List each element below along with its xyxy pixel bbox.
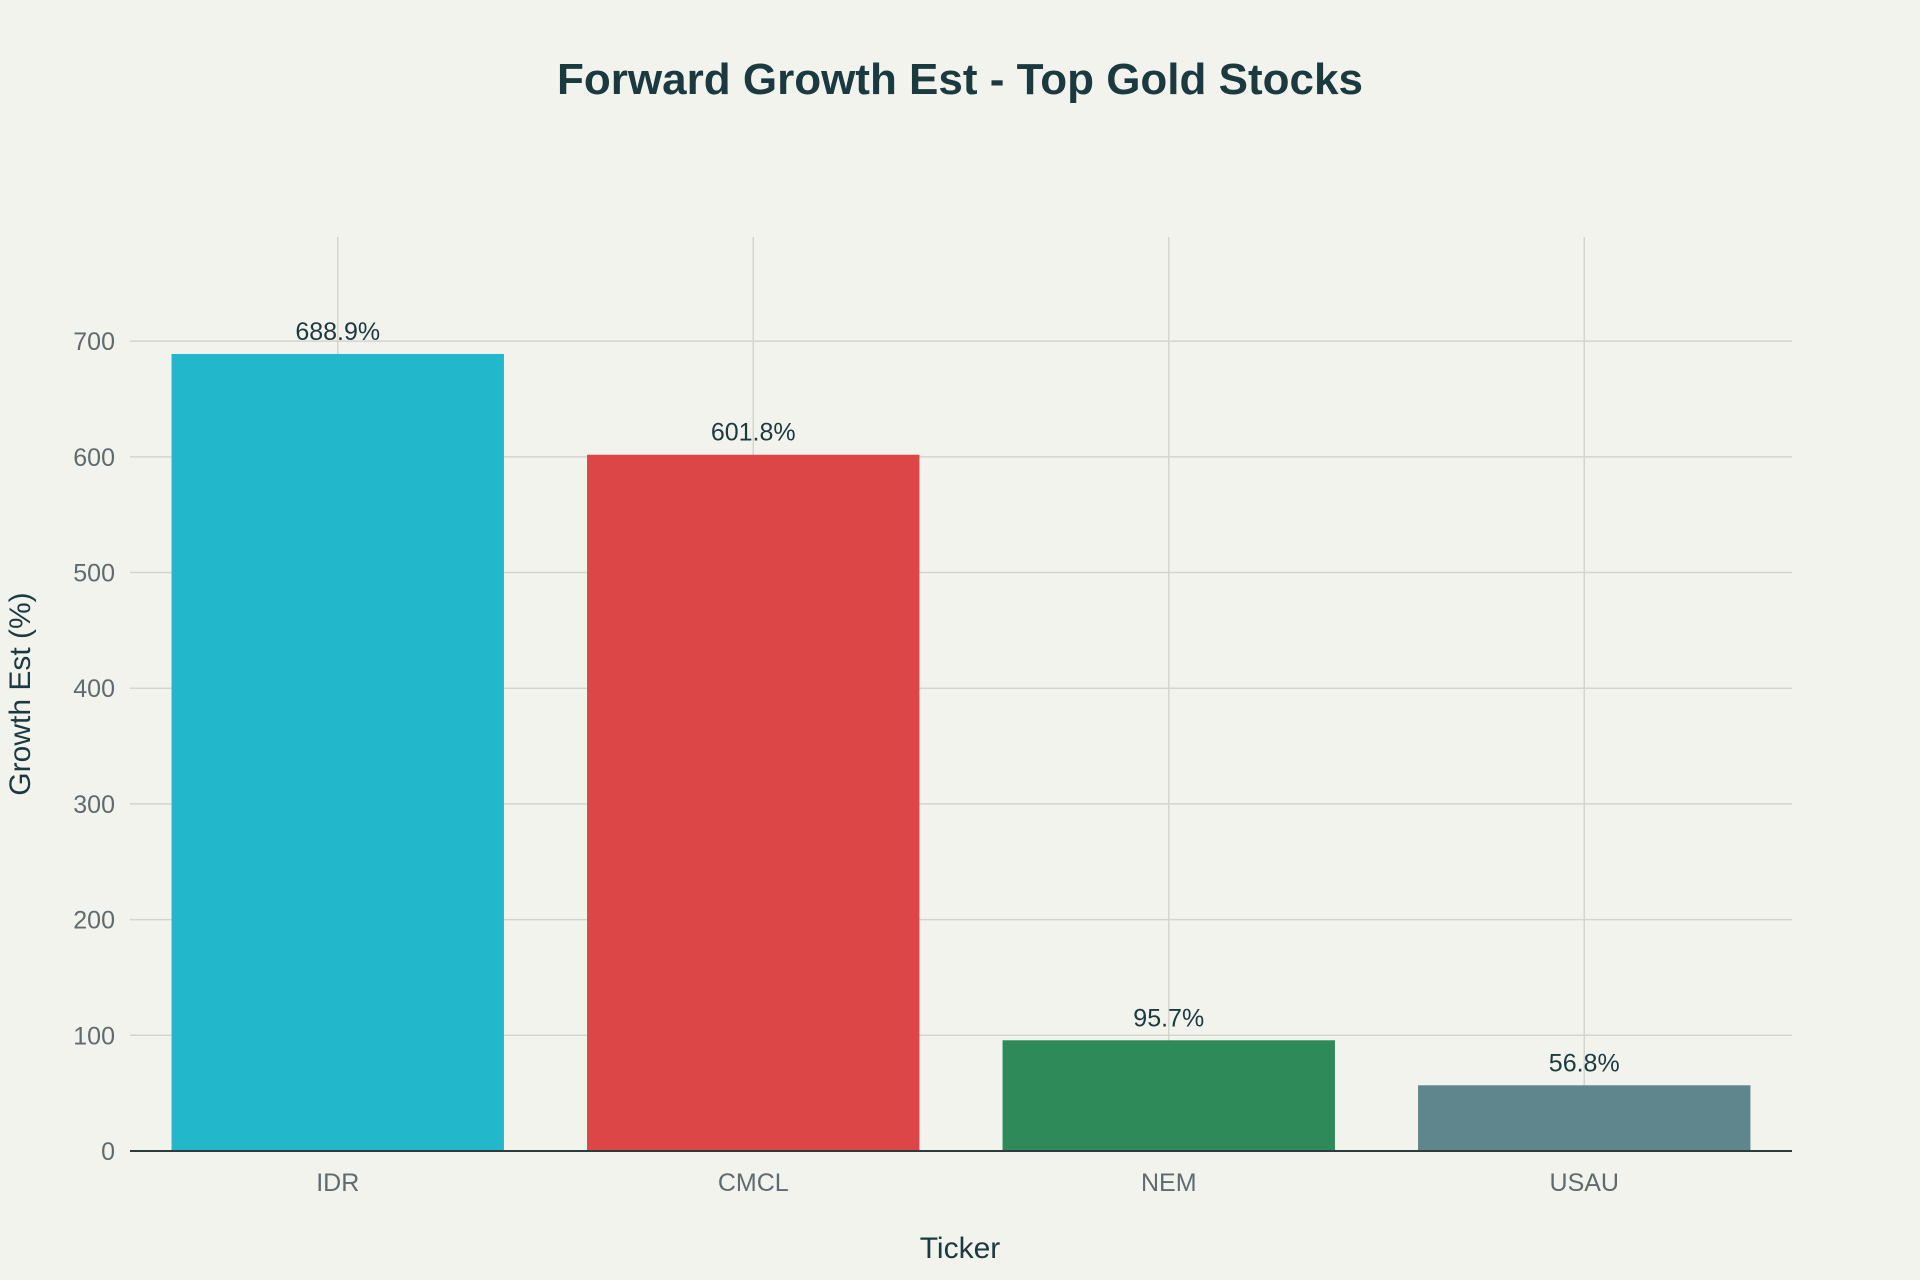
- data-label-usau: 56.8%: [1549, 1049, 1620, 1077]
- x-tick-label: USAU: [1550, 1169, 1619, 1197]
- bars: [171, 353, 1751, 1152]
- data-labels: 688.9% 601.8% 95.7% 56.8%: [295, 318, 1619, 1077]
- y-tick-label: 500: [73, 560, 115, 588]
- y-tick-label: 200: [73, 907, 115, 935]
- x-tick-label: NEM: [1141, 1169, 1197, 1197]
- data-label-idr: 688.9%: [295, 318, 380, 346]
- data-label-cmcl: 601.8%: [711, 419, 796, 447]
- y-axis-title: Growth Est (%): [4, 592, 37, 795]
- data-label-nem: 95.7%: [1133, 1004, 1204, 1032]
- y-axis-ticks: 0 100 200 300 400 500 600 700: [73, 328, 115, 1166]
- y-tick-label: 0: [101, 1138, 115, 1166]
- y-tick-label: 100: [73, 1022, 115, 1050]
- bar-cmcl[interactable]: [587, 454, 920, 1152]
- chart-title: Forward Growth Est - Top Gold Stocks: [557, 55, 1363, 104]
- bar-usau[interactable]: [1418, 1085, 1751, 1151]
- x-axis-ticks: IDR CMCL NEM USAU: [316, 1169, 1619, 1197]
- x-axis-title: Ticker: [920, 1232, 1001, 1265]
- y-tick-label: 400: [73, 675, 115, 703]
- y-tick-label: 700: [73, 328, 115, 356]
- bar-idr[interactable]: [171, 353, 504, 1151]
- y-tick-label: 300: [73, 791, 115, 819]
- x-tick-label: CMCL: [718, 1169, 789, 1197]
- y-tick-label: 600: [73, 444, 115, 472]
- bar-nem[interactable]: [1002, 1040, 1335, 1151]
- x-tick-label: IDR: [316, 1169, 359, 1197]
